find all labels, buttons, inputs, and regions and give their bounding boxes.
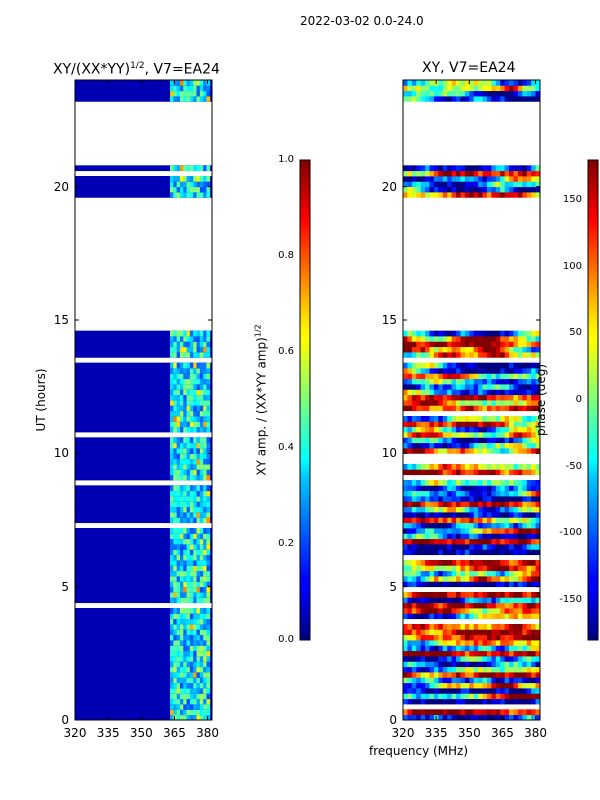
colorbar-tick-label: 0.0 (278, 634, 294, 645)
x-tick-label: 320 (391, 726, 415, 740)
left-colorbar-label: XY amp. / (XX*YY amp)1/2 (253, 324, 269, 476)
panel-frame-1 (402, 79, 541, 721)
axes-frames (74, 79, 541, 721)
y-tick-label: 15 (381, 313, 397, 327)
right-heatmap-cells (403, 80, 540, 720)
colorbar-tick-label: 50 (569, 327, 582, 339)
colorbar-tick-label: 0.8 (278, 250, 294, 261)
colorbar-tick-label: -100 (559, 527, 582, 539)
left-panel-title: XY/(XX*YY)1/2, V7=EA24 (53, 61, 220, 78)
left-colorbar (299, 159, 311, 641)
y-tick-label: 0 (61, 713, 69, 727)
right-colorbar (587, 159, 599, 641)
x-tick-label: 335 (424, 726, 448, 740)
colorbar-tick-label: -50 (565, 460, 582, 472)
colorbar-tick-label: 100 (562, 260, 582, 272)
y-tick-label: 0 (389, 713, 397, 727)
panel-frame-0 (74, 79, 213, 721)
y-axis-label: UT (hours) (34, 368, 48, 432)
colorbar-tick-label: 0.2 (278, 538, 294, 549)
x-tick-label: 380 (196, 726, 220, 740)
x-tick-label: 380 (524, 726, 548, 740)
y-tick-label: 10 (381, 446, 397, 461)
y-tick-label: 10 (53, 446, 69, 461)
right-panel-title: XY, V7=EA24 (422, 60, 516, 76)
x-tick-label: 350 (129, 726, 153, 740)
x-axis-label: frequency (MHz) (369, 744, 469, 758)
y-tick-label: 5 (389, 579, 397, 594)
colorbar-tick-label: 0.6 (278, 346, 294, 357)
y-tick-label: 20 (381, 179, 397, 194)
left-heatmap-cells (75, 80, 212, 720)
colorbar-tick-label: 150 (562, 194, 582, 205)
right-colorbar-label: phase (deg) (534, 363, 548, 437)
x-tick-label: 365 (162, 726, 186, 740)
colorbar-tick-label: -150 (559, 594, 582, 605)
x-tick-label: 320 (63, 726, 87, 740)
y-tick-label: 15 (53, 313, 69, 327)
colorbar-tick-label: 0 (575, 394, 582, 405)
colorbar-tick-label: 1.0 (278, 154, 294, 165)
x-tick-label: 365 (490, 726, 514, 740)
y-tick-label: 5 (61, 579, 69, 594)
y-tick-label: 20 (53, 179, 69, 194)
colorbar-tick-label: 0.4 (278, 442, 294, 453)
x-tick-label: 350 (457, 726, 481, 740)
figure-suptitle: 2022-03-02 0.0-24.0 (300, 14, 424, 28)
x-tick-label: 335 (96, 726, 120, 740)
